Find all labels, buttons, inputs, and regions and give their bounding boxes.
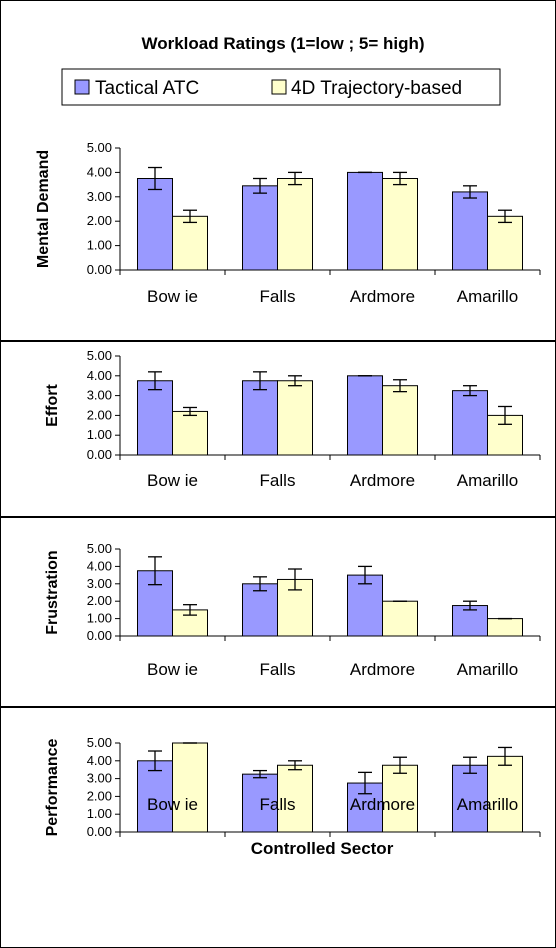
- y-tick-label-frustration-0: 0.00: [87, 628, 112, 643]
- x-tick-label-frustration-bow-ie: Bow ie: [147, 660, 198, 679]
- x-tick-label-mental-demand-ardmore: Ardmore: [350, 287, 415, 306]
- x-tick-label-effort-amarillo: Amarillo: [457, 471, 518, 490]
- legend-label-tactical-atc: Tactical ATC: [95, 78, 199, 99]
- panel-mental-demand: [0, 0, 556, 341]
- bar-mental-demand-tactical-atc-amarillo: [452, 191, 488, 271]
- bar-effort-tactical-atc-bow-ie: [137, 380, 173, 456]
- x-tick-label-effort-falls: Falls: [260, 471, 296, 490]
- y-tick-label-mental-demand-0: 0.00: [87, 262, 112, 277]
- bar-performance-4d-trajectory-based-bow-ie: [172, 742, 208, 833]
- y-tick-label-frustration-4: 4.00: [87, 558, 112, 573]
- y-tick-label-effort-4: 4.00: [87, 368, 112, 383]
- y-tick-label-performance-4: 4.00: [87, 753, 112, 768]
- y-tick-label-mental-demand-3: 3.00: [87, 189, 112, 204]
- y-tick-label-performance-2: 2.00: [87, 788, 112, 803]
- bar-frustration-4d-trajectory-based-ardmore: [382, 600, 418, 637]
- x-tick-label-effort-ardmore: Ardmore: [350, 471, 415, 490]
- bar-mental-demand-4d-trajectory-based-bow-ie: [172, 215, 208, 271]
- bar-effort-tactical-atc-ardmore: [347, 375, 383, 456]
- y-tick-label-frustration-5: 5.00: [87, 541, 112, 556]
- x-tick-label-mental-demand-falls: Falls: [260, 287, 296, 306]
- x-tick-label-mental-demand-amarillo: Amarillo: [457, 287, 518, 306]
- x-tick-label-frustration-ardmore: Ardmore: [350, 660, 415, 679]
- bar-performance-4d-trajectory-based-amarillo: [487, 755, 523, 833]
- plot-mental-demand: 0.00 1.00 2.00 3.00 4.00 5.00 Bow ie Falls Ardmo…: [35, 140, 541, 306]
- x-tick-label-performance-bow-ie: Bow ie: [147, 795, 198, 814]
- bar-effort-4d-trajectory-based-falls: [277, 380, 313, 456]
- plot-performance: 0.00 1.00 2.00 3.00 4.00 5.00 Bow ie Falls Ardmo…: [44, 735, 541, 839]
- bar-mental-demand-4d-trajectory-based-ardmore: [382, 178, 418, 271]
- y-axis-title-performance: Performance: [44, 738, 61, 836]
- bar-performance-4d-trajectory-based-ardmore: [382, 764, 418, 833]
- bar-mental-demand-tactical-atc-bow-ie: [137, 178, 173, 271]
- chart-title: Workload Ratings (1=low ; 5= high): [141, 34, 424, 53]
- bar-mental-demand-tactical-atc-ardmore: [347, 171, 383, 271]
- y-tick-label-effort-3: 3.00: [87, 388, 112, 403]
- y-tick-label-frustration-3: 3.00: [87, 576, 112, 591]
- y-tick-label-effort-0: 0.00: [87, 447, 112, 462]
- legend-label-4d-trajectory-based: 4D Trajectory-based: [291, 78, 462, 99]
- y-tick-label-mental-demand-2: 2.00: [87, 213, 112, 228]
- y-tick-label-performance-5: 5.00: [87, 735, 112, 750]
- y-tick-label-mental-demand-4: 4.00: [87, 164, 112, 179]
- y-tick-label-effort-2: 2.00: [87, 407, 112, 422]
- bar-mental-demand-4d-trajectory-based-falls: [277, 178, 313, 271]
- y-tick-label-frustration-1: 1.00: [87, 611, 112, 626]
- bar-effort-4d-trajectory-based-bow-ie: [172, 410, 208, 456]
- y-tick-label-frustration-2: 2.00: [87, 593, 112, 608]
- x-tick-label-frustration-falls: Falls: [260, 660, 296, 679]
- x-tick-label-effort-bow-ie: Bow ie: [147, 471, 198, 490]
- plot-frustration: 0.00 1.00 2.00 3.00 4.00 5.00 Bow ie Falls Ardmo…: [44, 541, 541, 679]
- bar-mental-demand-tactical-atc-falls: [242, 185, 278, 271]
- legend-swatch-tactical-atc: [74, 79, 90, 95]
- legend-swatch-4d-trajectory-based: [271, 79, 287, 95]
- y-tick-label-performance-1: 1.00: [87, 806, 112, 821]
- x-axis-title: Controlled Sector: [251, 839, 394, 858]
- y-tick-label-effort-1: 1.00: [87, 427, 112, 442]
- x-tick-label-performance-amarillo: Amarillo: [457, 795, 518, 814]
- x-tick-label-performance-falls: Falls: [260, 795, 296, 814]
- plot-effort: 0.00 1.00 2.00 3.00 4.00 5.00 Bow ie Falls Ardmo…: [44, 348, 541, 490]
- bar-frustration-tactical-atc-amarillo: [452, 605, 488, 637]
- bar-effort-4d-trajectory-based-ardmore: [382, 385, 418, 456]
- x-tick-label-performance-ardmore: Ardmore: [350, 795, 415, 814]
- y-tick-label-mental-demand-5: 5.00: [87, 140, 112, 155]
- y-tick-label-performance-3: 3.00: [87, 771, 112, 786]
- bar-mental-demand-4d-trajectory-based-amarillo: [487, 215, 523, 271]
- bar-frustration-tactical-atc-falls: [242, 583, 278, 637]
- x-tick-label-frustration-amarillo: Amarillo: [457, 660, 518, 679]
- y-tick-label-mental-demand-1: 1.00: [87, 238, 112, 253]
- bar-frustration-4d-trajectory-based-amarillo: [487, 618, 523, 637]
- y-axis-title-frustration: Frustration: [44, 550, 61, 634]
- bar-performance-tactical-atc-falls: [242, 773, 278, 833]
- bar-effort-tactical-atc-falls: [242, 380, 278, 456]
- y-axis-title-mental-demand: Mental Demand: [35, 150, 52, 268]
- y-tick-label-performance-0: 0.00: [87, 824, 112, 839]
- y-axis-title-effort: Effort: [44, 384, 61, 427]
- legend: Tactical ATC 4D Trajectory-based: [61, 68, 501, 106]
- x-tick-label-mental-demand-bow-ie: Bow ie: [147, 287, 198, 306]
- y-tick-label-effort-5: 5.00: [87, 348, 112, 363]
- bar-effort-tactical-atc-amarillo: [452, 390, 488, 456]
- bar-frustration-tactical-atc-ardmore: [347, 574, 383, 637]
